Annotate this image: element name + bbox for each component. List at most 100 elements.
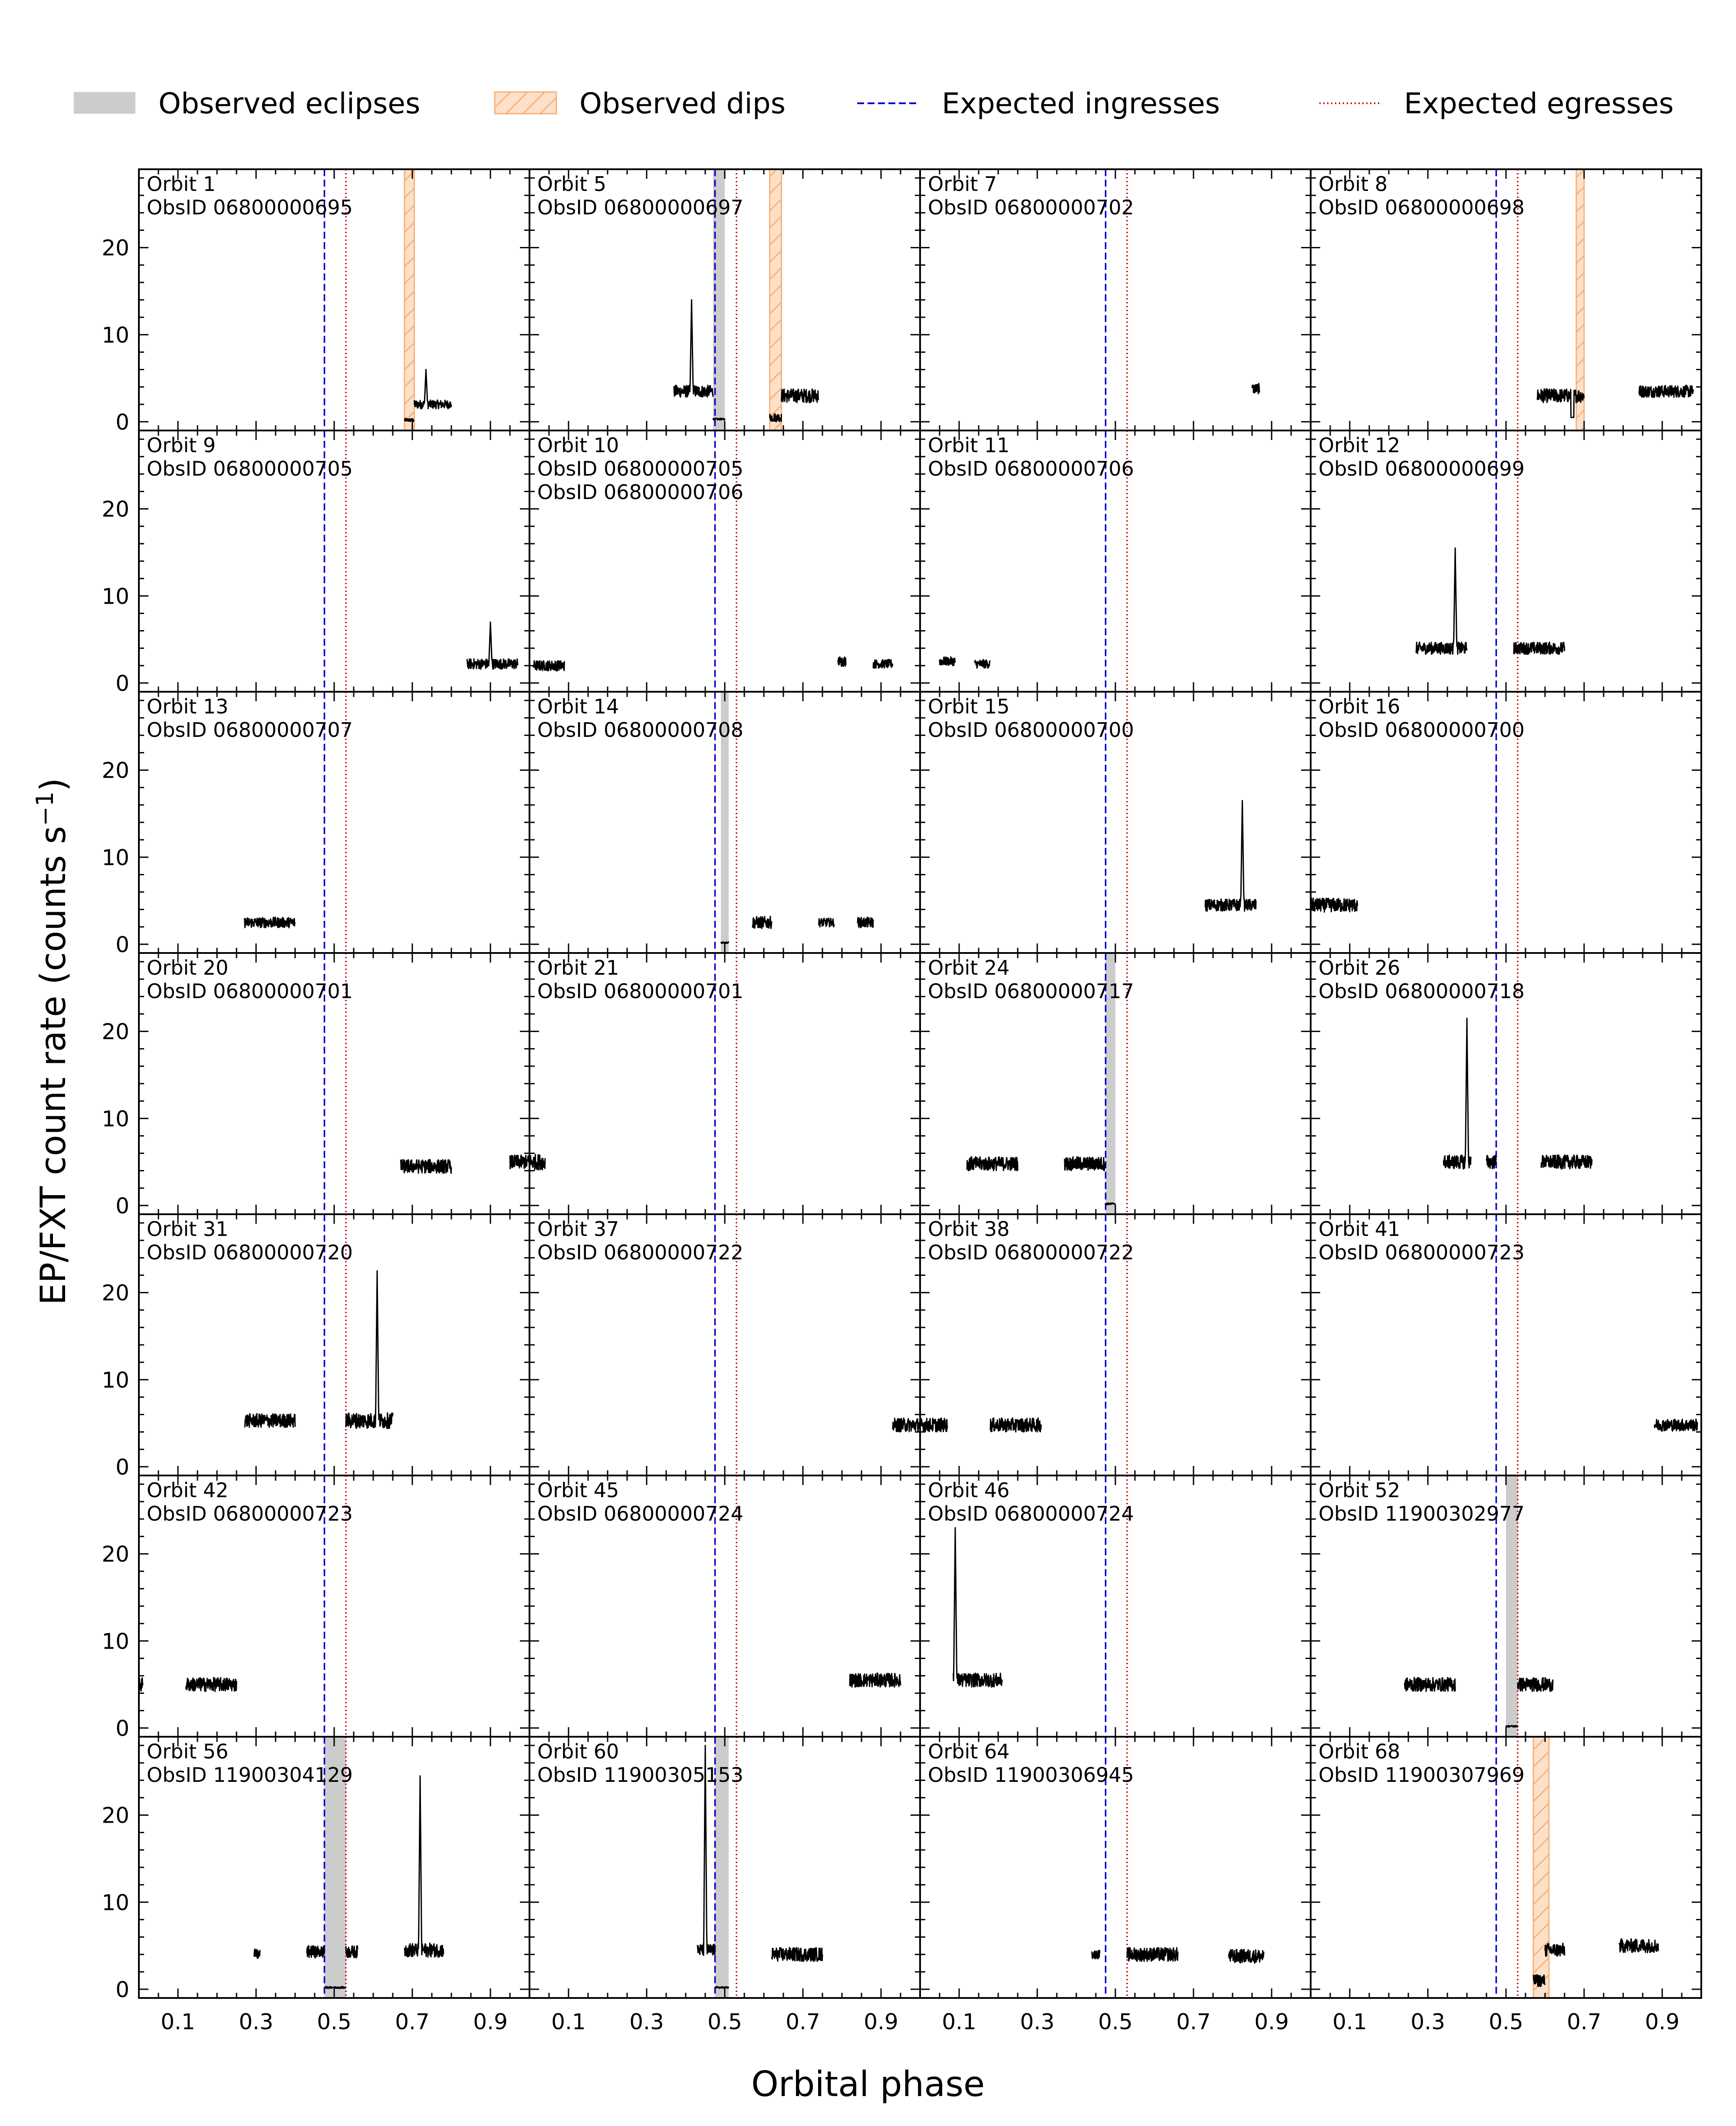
light-curve-segment [1486,1155,1497,1170]
y-tick-label: 10 [102,584,129,609]
light-curve-segment [1228,1949,1265,1964]
panel-ticks [1310,1737,1702,1998]
panel-ticks [138,953,530,1214]
panel-obsid-label: ObsID 06800000722 [537,1241,743,1264]
panel-obsid-label: ObsID 11900302977 [1318,1502,1525,1525]
panel-orbit-label: Orbit 31 [147,1217,228,1241]
light-curve-segment [529,1153,546,1170]
x-tick-label: 0.3 [1410,2009,1445,2034]
panel-orbit-label: Orbit 13 [147,695,228,718]
y-tick-label: 20 [102,1281,129,1306]
light-curve-segment [720,941,730,944]
panel-obsid-label: ObsID 06800000718 [1318,979,1525,1003]
light-curve-segment [1105,1202,1116,1206]
light-curve-segment [673,299,714,398]
light-curve-segment [533,660,566,672]
panel-obsid-label: ObsID 06800000701 [537,979,743,1003]
light-curve-segment [1544,1942,1565,1957]
x-tick-label: 0.5 [1098,2009,1133,2034]
panel-orbit-label: Orbit 1 [147,172,216,196]
light-curve-segment [1204,800,1257,912]
panel-ticks [1310,953,1702,1214]
x-tick-label: 0.1 [161,2009,195,2034]
light-curve-segment [714,1986,730,1989]
light-curve-segment [306,1945,325,1959]
light-curve-segment [244,1413,296,1428]
panel-obsid-label: ObsID 06800000697 [537,196,743,219]
light-curve-segment [243,917,296,929]
light-curve-segment [1443,1018,1472,1170]
y-tick-label: 20 [102,1803,129,1828]
y-axis-title-close: ) [33,778,73,791]
light-curve-segment [1513,641,1565,655]
panel-obsid-label: ObsID 06800000701 [147,979,353,1003]
y-tick-label: 20 [102,497,129,522]
panel-orbit-label: Orbit 46 [928,1479,1009,1502]
x-tick-label: 0.3 [239,2009,273,2034]
y-tick-label: 0 [115,410,129,435]
light-curve-segment [872,659,894,669]
panel-obsid-label: ObsID 06800000720 [147,1241,353,1264]
legend: Observed eclipses Observed dips Expected i… [74,87,1674,120]
light-curve-segment [771,1947,823,1962]
light-curve-segment [1618,1938,1659,1954]
panel-orbit-label: Orbit 52 [1318,1479,1400,1502]
light-curve-segment [769,413,782,423]
panel-obsid-label: ObsID 06800000705 [147,457,353,480]
legend-entry: Observed eclipses [74,87,420,120]
light-curve-segment [752,916,773,929]
panel-orbit-label: Orbit 9 [147,434,216,457]
panel-orbit-label: Orbit 14 [537,695,619,718]
legend-entry: Observed dips [494,87,786,120]
panel-obsid-label: ObsID 06800000722 [928,1241,1134,1264]
light-curve-segment [1536,388,1585,418]
panel-ticks [529,692,921,953]
panel-orbit-label: Orbit 37 [537,1217,619,1241]
x-tick-label: 0.9 [1254,2009,1289,2034]
y-tick-label: 0 [115,1193,129,1219]
panel-orbit-label: Orbit 21 [537,956,619,979]
panel-orbit-label: Orbit 60 [537,1740,619,1763]
panel-orbit-label: Orbit 26 [1318,956,1400,979]
light-curve-segment [849,1673,901,1688]
x-tick-label: 0.7 [1567,2009,1601,2034]
light-curve-segment [857,917,874,929]
light-curve-segment [404,417,415,422]
panel-ticks [1310,1214,1702,1475]
panel-ticks [138,430,530,692]
panel-obsid-label: ObsID 06800000706 [537,480,743,504]
legend-label: Observed eclipses [158,87,420,120]
light-curve-segment [324,1986,346,1989]
x-tick-label: 0.5 [317,2009,352,2034]
panel-obsid-label: ObsID 06800000695 [147,196,353,219]
light-curve-segment [1532,1974,1546,1987]
y-tick-label: 10 [102,1890,129,1915]
light-curve-segment [345,1945,358,1959]
panel-orbit-label: Orbit 20 [147,956,228,979]
legend-label: Expected ingresses [942,87,1220,120]
y-tick-label: 0 [115,1716,129,1741]
panel-obsid-label: ObsID 11900304129 [147,1763,353,1787]
panel-ticks [529,1737,921,1998]
panel-ticks [529,430,921,692]
x-tick-label: 0.9 [473,2009,508,2034]
legend-entry: Expected egresses [1319,87,1674,120]
panel-obsid-label: ObsID 06800000705 [537,457,743,480]
light-curve-segment [1091,1949,1101,1959]
y-axis-title-text: EP/FXT count rate (counts s [33,826,73,1305]
y-tick-label: 0 [115,1455,129,1480]
light-curve-segment [939,656,956,667]
y-tick-label: 0 [115,1977,129,2002]
